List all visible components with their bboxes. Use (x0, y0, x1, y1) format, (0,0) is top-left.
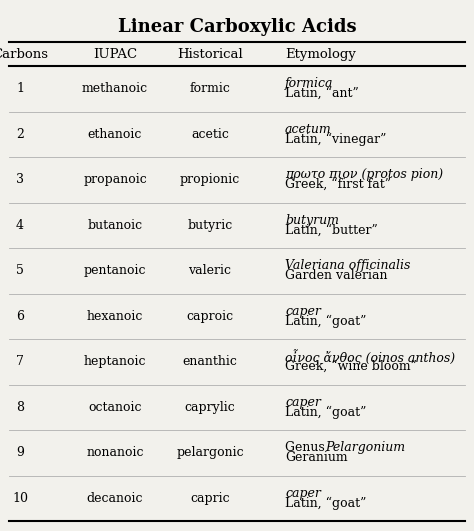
Text: butyric: butyric (187, 219, 233, 232)
Text: acetic: acetic (191, 128, 229, 141)
Text: capric: capric (190, 492, 230, 505)
Text: Latin, “goat”: Latin, “goat” (285, 496, 366, 510)
Text: caper: caper (285, 487, 321, 500)
Text: Etymology: Etymology (285, 48, 356, 62)
Text: Latin, “ant”: Latin, “ant” (285, 87, 359, 100)
Text: valeric: valeric (189, 264, 231, 277)
Text: caprylic: caprylic (185, 401, 236, 414)
Text: IUPAC: IUPAC (93, 48, 137, 62)
Text: 5: 5 (16, 264, 24, 277)
Text: hexanoic: hexanoic (87, 310, 143, 323)
Text: butanoic: butanoic (87, 219, 143, 232)
Text: 1: 1 (16, 82, 24, 95)
Text: propanoic: propanoic (83, 173, 147, 186)
Text: enanthic: enanthic (182, 355, 237, 369)
Text: Pelargonium: Pelargonium (325, 441, 405, 455)
Text: 6: 6 (16, 310, 24, 323)
Text: Latin, “goat”: Latin, “goat” (285, 406, 366, 419)
Text: caper: caper (285, 396, 321, 409)
Text: Genus: Genus (285, 441, 329, 455)
Text: Carbons: Carbons (0, 48, 48, 62)
Text: Historical: Historical (177, 48, 243, 62)
Text: Geranium: Geranium (285, 451, 347, 464)
Text: 2: 2 (16, 128, 24, 141)
Text: Latin, “butter”: Latin, “butter” (285, 224, 378, 237)
Text: 9: 9 (16, 446, 24, 459)
Text: pelargonic: pelargonic (176, 446, 244, 459)
Text: Latin, “vinegar”: Latin, “vinegar” (285, 132, 386, 145)
Text: Greek, “wine bloom”: Greek, “wine bloom” (285, 360, 417, 373)
Text: πρωτο πιον (protos pion): πρωτο πιον (protos pion) (285, 168, 443, 182)
Text: decanoic: decanoic (87, 492, 143, 505)
Text: 7: 7 (16, 355, 24, 369)
Text: methanoic: methanoic (82, 82, 148, 95)
Text: 8: 8 (16, 401, 24, 414)
Text: butyrum: butyrum (285, 214, 339, 227)
Text: acetum: acetum (285, 123, 332, 136)
Text: nonanoic: nonanoic (86, 446, 144, 459)
Text: οἶνος ἄνθος (oinos anthos): οἶνος ἄνθος (oinos anthos) (285, 349, 455, 365)
Text: caproic: caproic (186, 310, 234, 323)
Text: propionic: propionic (180, 173, 240, 186)
Text: Greek, “first fat”: Greek, “first fat” (285, 178, 391, 191)
Text: pentanoic: pentanoic (84, 264, 146, 277)
Text: formica: formica (285, 78, 334, 90)
Text: ethanoic: ethanoic (88, 128, 142, 141)
Text: Latin, “goat”: Latin, “goat” (285, 314, 366, 328)
Text: 4: 4 (16, 219, 24, 232)
Text: 10: 10 (12, 492, 28, 505)
Text: caper: caper (285, 305, 321, 318)
Text: formic: formic (190, 82, 230, 95)
Text: heptanoic: heptanoic (84, 355, 146, 369)
Text: Valeriana officinalis: Valeriana officinalis (285, 260, 410, 272)
Text: Linear Carboxylic Acids: Linear Carboxylic Acids (118, 18, 356, 36)
Text: 3: 3 (16, 173, 24, 186)
Text: Garden valerian: Garden valerian (285, 269, 388, 282)
Text: octanoic: octanoic (88, 401, 142, 414)
